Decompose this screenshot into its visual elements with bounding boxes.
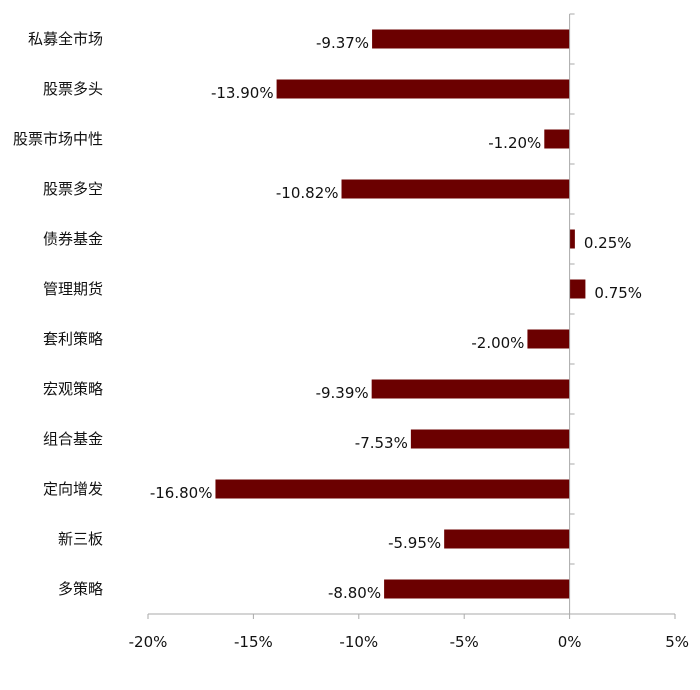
category-label: 定向增发 — [43, 480, 103, 498]
bar — [276, 79, 570, 99]
bars-group — [215, 29, 586, 599]
value-label: -5.95% — [388, 534, 441, 552]
labels-group: 私募全市场 -9.37% 股票多头 -13.90% 股票市场中性 -1.20% 股票多空 -1… — [13, 30, 642, 602]
category-label: 多策略 — [58, 580, 103, 598]
category-label: 新三板 — [58, 530, 103, 548]
category-label: 组合基金 — [43, 430, 103, 448]
x-tick-label: -15% — [234, 633, 273, 651]
value-label: -1.20% — [488, 134, 541, 152]
bar — [527, 329, 570, 349]
bar — [384, 579, 570, 599]
category-label: 管理期货 — [43, 280, 103, 298]
bar — [569, 279, 586, 299]
category-label: 股票多头 — [43, 80, 103, 98]
bar — [215, 479, 570, 499]
category-label: 套利策略 — [43, 330, 103, 348]
value-label: -7.53% — [355, 434, 408, 452]
bar — [341, 179, 570, 199]
value-label: -9.37% — [316, 34, 369, 52]
value-label: -9.39% — [316, 384, 369, 402]
bar — [544, 129, 570, 149]
value-label: -13.90% — [211, 84, 274, 102]
category-label: 股票市场中性 — [13, 130, 103, 148]
bar — [371, 379, 570, 399]
value-label: -10.82% — [276, 184, 339, 202]
category-label: 债券基金 — [43, 230, 103, 248]
x-tick-label: 5% — [665, 633, 689, 651]
bar — [569, 229, 575, 249]
value-label: -16.80% — [150, 484, 213, 502]
x-tick-label: -20% — [129, 633, 168, 651]
category-label: 股票多空 — [43, 180, 103, 198]
x-tick-label: 0% — [558, 633, 582, 651]
x-tick-label: -5% — [450, 633, 479, 651]
category-label: 宏观策略 — [43, 380, 103, 398]
category-label: 私募全市场 — [28, 30, 103, 48]
axes-group: -20% -15% -10% -5% 0% 5% — [129, 13, 689, 651]
x-tick-label: -10% — [339, 633, 378, 651]
value-label: 0.25% — [584, 234, 632, 252]
bar — [372, 29, 570, 49]
value-label: -8.80% — [328, 584, 381, 602]
bar — [444, 529, 570, 549]
bar — [410, 429, 570, 449]
value-label: -2.00% — [471, 334, 524, 352]
value-label: 0.75% — [594, 284, 642, 302]
